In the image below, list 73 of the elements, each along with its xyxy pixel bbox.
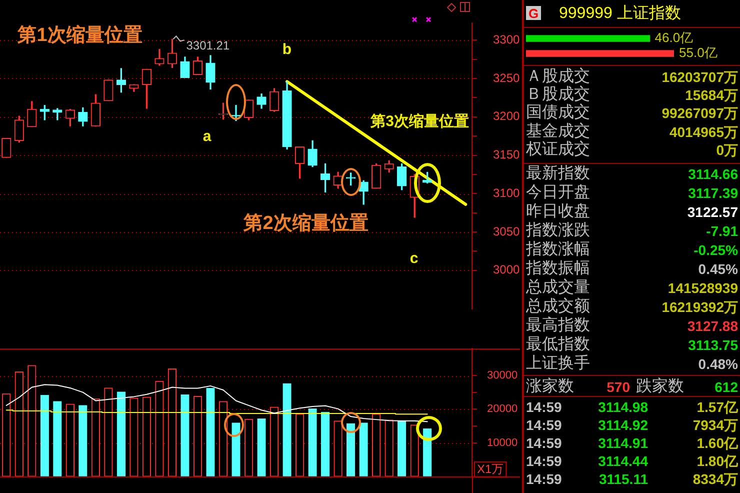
y-tick-label: 3250	[493, 70, 520, 85]
y-tick-label: 3150	[493, 148, 520, 162]
text: 3117.39	[688, 184, 738, 202]
text: -7.91	[706, 222, 738, 240]
data-label: 55.0亿	[679, 45, 718, 60]
text: 14:59	[526, 434, 562, 452]
text: Ａ股成交	[526, 68, 590, 86]
y-tick-label: 20000	[487, 403, 518, 416]
text: 1.57亿	[696, 398, 738, 416]
text: 0万	[716, 141, 738, 160]
text: 1.60亿	[696, 434, 738, 452]
text: 3114.98	[598, 398, 648, 416]
text: 总成交量	[526, 279, 590, 297]
text: 0.45%	[698, 260, 738, 278]
chart-title: 999999 上证指数	[559, 4, 681, 23]
text: 涨家数	[526, 378, 574, 396]
text: 141528939	[668, 279, 738, 297]
text: 4014965万	[669, 122, 738, 141]
text: 跌家数	[636, 378, 684, 396]
text: 3114.66	[688, 165, 738, 183]
text: Ｂ股成交	[526, 86, 590, 104]
text: 15684万	[685, 86, 738, 104]
text: 昨日收盘	[526, 203, 590, 221]
data-label: 46.0亿	[654, 30, 694, 46]
text: G	[526, 6, 541, 21]
text: 14:59	[526, 470, 562, 488]
text: 16203707万	[662, 68, 738, 86]
y-tick-label: 3050	[493, 224, 520, 238]
text: 国债成交	[526, 104, 590, 122]
text: 权证成交	[526, 141, 590, 160]
y-tick-label: 3200	[493, 109, 520, 124]
text: 99267097万	[662, 104, 738, 122]
annotation: 3301.21	[186, 38, 230, 52]
annotation: 第1次缩量位置	[16, 24, 142, 46]
annotation: b	[282, 41, 292, 58]
text: 7934万	[692, 416, 738, 434]
text: 总成交额	[526, 298, 590, 316]
annotation: 第2次缩量位置	[242, 212, 368, 234]
text: 14:59	[526, 416, 562, 434]
y-axis-title: X1万	[477, 462, 504, 476]
text: 612	[714, 378, 738, 396]
text: 指数振幅	[526, 260, 590, 278]
text: 指数涨跌	[526, 222, 590, 240]
text: 指数涨幅	[526, 241, 590, 259]
text: 1.80亿	[696, 452, 738, 470]
y-tick-label: 30000	[487, 370, 518, 382]
annotation: 第3次缩量位置	[370, 113, 469, 130]
y-tick-label: 3100	[493, 186, 520, 200]
text: -0.25%	[694, 241, 738, 259]
text: 最高指数	[526, 317, 590, 335]
y-tick-label: 10000	[487, 436, 518, 449]
text: 3115.11	[598, 470, 648, 488]
text: 3114.91	[598, 434, 648, 452]
text: 0.48%	[698, 355, 738, 373]
text: 570	[606, 378, 630, 396]
text: 14:59	[526, 398, 562, 416]
text: 8334万	[692, 470, 738, 488]
y-tick-label: 3300	[493, 32, 520, 46]
text: 3122.57	[687, 203, 738, 221]
text: 3114.92	[598, 416, 648, 434]
text: 最低指数	[526, 336, 590, 354]
annotation: a	[202, 128, 212, 146]
text: 3113.75	[688, 336, 738, 354]
text: 今日开盘	[526, 184, 590, 202]
text: 上证换手	[526, 355, 590, 373]
y-tick-label: 3000	[493, 262, 520, 277]
text: 基金成交	[526, 122, 590, 140]
text: 14:59	[526, 452, 562, 470]
annotation: c	[410, 250, 418, 268]
text: 3127.88	[687, 317, 738, 335]
text: 最新指数	[526, 165, 590, 183]
text: 3114.44	[598, 452, 648, 470]
text: 16219392万	[662, 298, 738, 316]
